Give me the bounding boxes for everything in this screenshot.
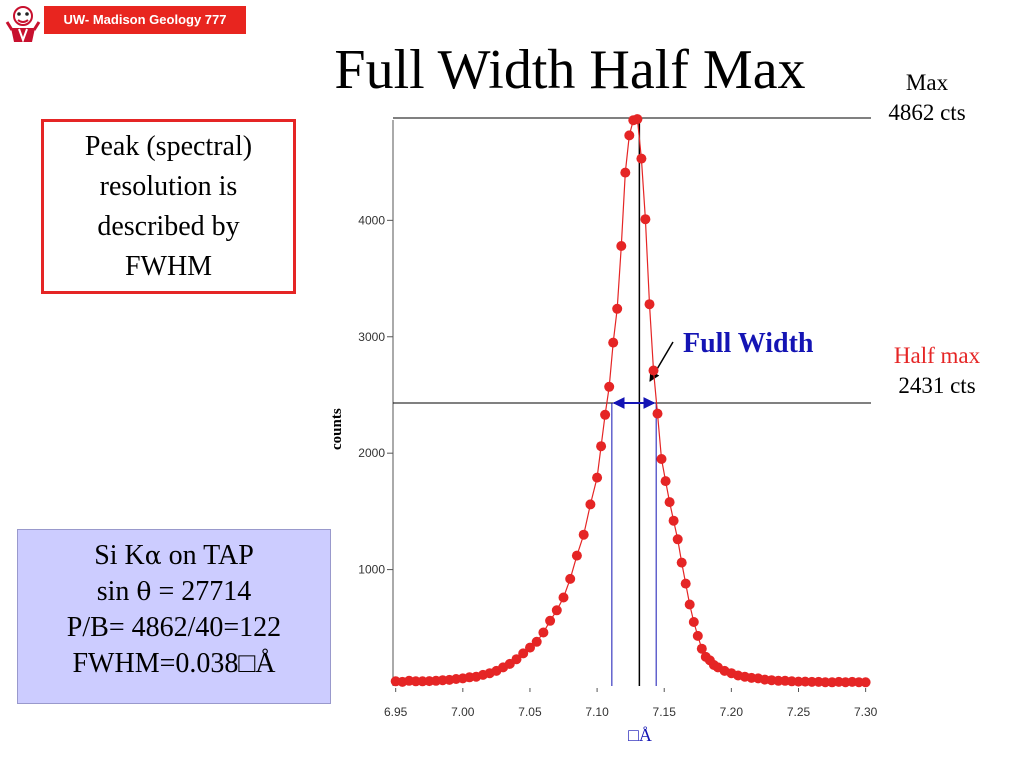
y-tick-label: 2000 xyxy=(358,446,385,460)
data-point xyxy=(612,303,623,314)
guide-lines xyxy=(393,117,871,686)
data-series xyxy=(390,114,871,688)
resolution-note-box: Peak (spectral) resolution is described … xyxy=(41,119,296,294)
data-point xyxy=(565,573,576,584)
data-point xyxy=(551,605,562,616)
data-point xyxy=(692,630,703,641)
data-point xyxy=(656,454,667,464)
data-point xyxy=(585,499,596,510)
data-point xyxy=(672,534,683,545)
data-point xyxy=(660,476,671,487)
x-tick-label: 7.15 xyxy=(653,705,677,719)
data-point xyxy=(680,578,691,589)
measurement-info-box: Si Kα on TAP sin θ = 27714 P/B= 4862/40=… xyxy=(17,529,331,704)
half-max-value: 2431 cts xyxy=(898,373,976,398)
data-point xyxy=(668,515,679,526)
info-line-element: Si Kα on TAP xyxy=(18,538,330,574)
theta-symbol: θ xyxy=(136,577,152,606)
data-point xyxy=(538,627,549,638)
info-line-fwhm: FWHM=0.038□Å xyxy=(72,648,276,679)
data-point xyxy=(616,241,627,251)
info-line-angle: sin θ = 27714 xyxy=(18,574,330,610)
data-point xyxy=(624,130,635,141)
data-point xyxy=(636,153,647,164)
x-tick-label: 7.00 xyxy=(451,705,475,719)
data-point xyxy=(652,408,663,419)
max-annotation: Max 4862 cts xyxy=(862,68,992,128)
info-line1-prefix: Si K xyxy=(94,540,145,571)
course-badge: UW- Madison Geology 777 xyxy=(44,6,246,34)
data-point xyxy=(648,365,659,376)
x-axis-ticks: 6.95 7.00 7.05 7.10 7.15 7.20 7.25 7.30 xyxy=(384,688,878,719)
x-tick-label: 7.25 xyxy=(787,705,811,719)
info-line-pb-ratio: P/B= 4862/40=122 xyxy=(66,612,282,643)
data-point xyxy=(545,615,556,626)
data-point xyxy=(696,643,707,654)
x-tick-label: 7.20 xyxy=(720,705,744,719)
data-point xyxy=(571,550,582,561)
info-line2-prefix: sin xyxy=(96,576,137,607)
data-point xyxy=(688,617,699,627)
page-title: Full Width Half Max xyxy=(334,39,806,101)
data-point xyxy=(632,114,643,125)
y-tick-label: 4000 xyxy=(358,213,385,227)
data-point xyxy=(518,648,529,659)
info-line1-suffix: on TAP xyxy=(161,540,254,571)
x-tick-label: 7.10 xyxy=(585,705,609,719)
data-point xyxy=(558,592,569,603)
x-tick-label: 7.05 xyxy=(518,705,542,719)
alpha-symbol: α xyxy=(144,541,162,570)
data-point xyxy=(860,677,871,688)
max-label: Max xyxy=(905,70,949,95)
series-connecting-line xyxy=(395,118,866,683)
data-point xyxy=(604,381,615,392)
resolution-note-text: Peak (spectral) resolution is described … xyxy=(84,130,253,282)
y-axis-ticks: 1000 2000 3000 4000 xyxy=(358,213,393,577)
y-tick-label: 1000 xyxy=(358,563,385,577)
full-width-label: Full Width xyxy=(683,328,814,359)
data-point xyxy=(525,642,535,653)
y-axis-label: counts xyxy=(329,408,345,450)
half-max-annotation: Half max 2431 cts xyxy=(872,341,1002,401)
x-tick-label: 6.95 xyxy=(384,705,408,719)
data-point xyxy=(664,497,675,508)
data-point xyxy=(600,409,611,420)
data-point xyxy=(676,557,687,568)
badger-mascot-icon xyxy=(5,6,41,43)
data-point xyxy=(640,214,651,225)
y-tick-label: 3000 xyxy=(358,330,385,344)
data-point xyxy=(608,337,619,348)
x-axis-label: □Å xyxy=(628,725,652,745)
x-tick-label: 7.30 xyxy=(854,705,878,719)
data-point xyxy=(684,599,695,610)
max-value: 4862 cts xyxy=(888,100,966,125)
info-line2-suffix: = 27714 xyxy=(151,576,252,607)
data-point xyxy=(531,636,542,647)
data-point xyxy=(620,167,631,178)
data-point xyxy=(644,299,655,310)
data-point xyxy=(592,472,603,483)
half-max-label: Half max xyxy=(893,343,981,368)
data-point xyxy=(578,529,589,540)
data-point xyxy=(596,441,607,452)
data-point xyxy=(511,654,522,665)
